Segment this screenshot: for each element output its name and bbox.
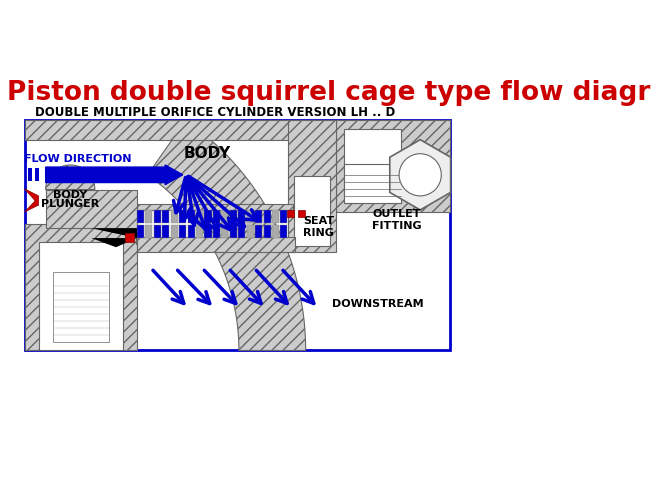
Bar xyxy=(135,238,293,244)
Text: SEAT
RING: SEAT RING xyxy=(303,216,334,237)
Bar xyxy=(344,165,400,203)
Bar xyxy=(294,177,330,247)
Bar xyxy=(53,272,109,342)
Polygon shape xyxy=(148,121,306,351)
Bar xyxy=(38,242,123,351)
Bar xyxy=(213,226,220,238)
Bar xyxy=(204,226,212,238)
Bar xyxy=(137,210,144,223)
Bar xyxy=(35,169,39,182)
FancyArrow shape xyxy=(46,166,183,185)
Bar xyxy=(230,226,237,238)
Bar xyxy=(213,210,220,223)
Text: BODY: BODY xyxy=(53,190,87,200)
Bar xyxy=(238,226,245,238)
Bar xyxy=(162,226,169,238)
Bar xyxy=(344,130,400,203)
Text: DOUBLE MULTIPLE ORIFICE CYLINDER VERSION LH .. D: DOUBLE MULTIPLE ORIFICE CYLINDER VERSION… xyxy=(35,106,395,119)
Bar xyxy=(187,210,195,223)
Text: OUTLET
FITTING: OUTLET FITTING xyxy=(372,209,422,230)
Bar xyxy=(125,233,134,243)
Bar xyxy=(179,226,186,238)
Bar xyxy=(179,210,186,223)
Polygon shape xyxy=(91,229,137,238)
Bar xyxy=(25,121,450,351)
Bar xyxy=(281,226,287,238)
Bar xyxy=(135,205,293,210)
Polygon shape xyxy=(46,166,95,190)
Polygon shape xyxy=(390,140,450,210)
Bar xyxy=(221,210,229,223)
Bar xyxy=(154,226,161,238)
Bar xyxy=(28,169,33,182)
Text: Piston double squirrel cage type flow diagram: Piston double squirrel cage type flow di… xyxy=(7,80,651,106)
Bar xyxy=(255,226,262,238)
Bar xyxy=(272,210,279,223)
Bar xyxy=(221,226,229,238)
Bar xyxy=(145,210,152,223)
Bar xyxy=(25,224,137,351)
Bar xyxy=(187,226,195,238)
Bar xyxy=(336,121,450,212)
Bar xyxy=(281,210,287,223)
Bar xyxy=(162,210,169,223)
Circle shape xyxy=(399,154,441,196)
Bar xyxy=(247,210,254,223)
Bar xyxy=(286,210,294,217)
Bar xyxy=(145,226,152,238)
Bar xyxy=(154,210,161,223)
Bar xyxy=(204,210,212,223)
Bar xyxy=(171,226,178,238)
Bar xyxy=(137,237,295,253)
Text: FLOW DIRECTION: FLOW DIRECTION xyxy=(23,154,131,164)
Polygon shape xyxy=(25,189,38,212)
Bar xyxy=(272,226,279,238)
Bar xyxy=(196,210,203,223)
Text: BODY: BODY xyxy=(184,145,231,160)
Bar xyxy=(264,226,271,238)
Bar xyxy=(46,190,137,229)
Bar xyxy=(247,226,254,238)
Bar xyxy=(230,210,237,223)
Bar xyxy=(25,121,450,140)
Bar xyxy=(238,210,245,223)
Bar xyxy=(397,163,425,188)
Bar xyxy=(255,210,262,223)
Bar xyxy=(298,210,305,217)
Bar xyxy=(288,121,336,253)
Bar xyxy=(264,210,271,223)
Bar xyxy=(137,226,144,238)
Text: PLUNGER: PLUNGER xyxy=(41,198,100,208)
Polygon shape xyxy=(91,238,137,247)
Bar xyxy=(171,210,178,223)
Bar xyxy=(196,226,203,238)
Text: DOWNSTREAM: DOWNSTREAM xyxy=(332,299,424,309)
